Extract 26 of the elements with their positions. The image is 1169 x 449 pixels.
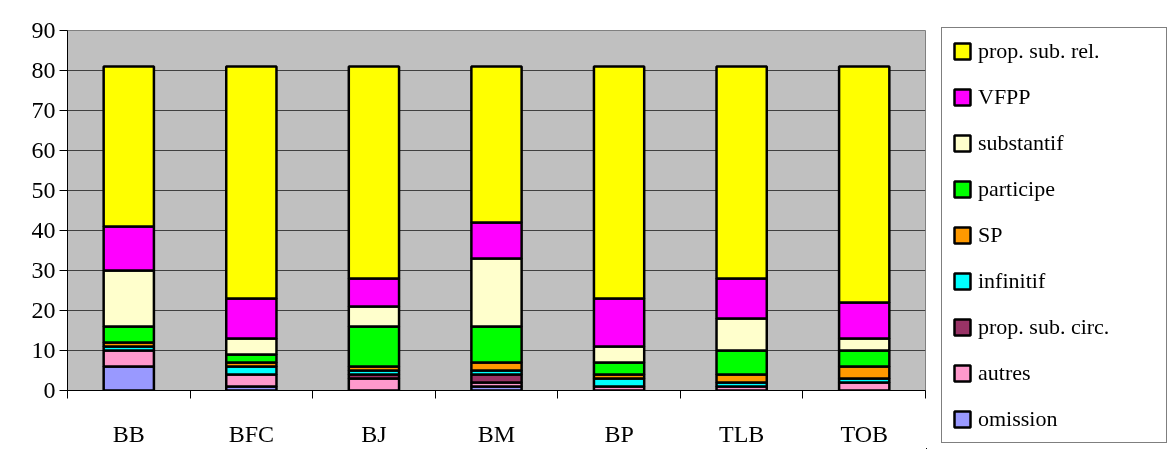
y-tick-label: 70 (31, 97, 56, 123)
y-tick-label: 80 (31, 57, 56, 83)
x-tick-label: BJ (361, 420, 387, 447)
y-tick-label: 90 (31, 17, 56, 43)
x-tick-label: BM (477, 420, 516, 447)
y-tick-label: 40 (31, 217, 56, 243)
legend-label: SP (978, 222, 1004, 248)
legend-label: prop. sub. rel. (978, 38, 1101, 64)
x-tick-label: TOB (840, 420, 889, 447)
y-tick-label: 0 (43, 377, 56, 403)
x-tick-label: BP (604, 420, 634, 447)
legend-label: autres (978, 360, 1032, 386)
y-tick-label: 20 (31, 297, 56, 323)
legend-label: VFPP (978, 84, 1032, 110)
y-tick-label: 10 (31, 337, 56, 363)
y-tick-label: 60 (31, 137, 56, 163)
legend-label: prop. sub. circ. (978, 314, 1111, 340)
y-tick-label: 30 (31, 257, 56, 283)
legend-label: substantif (978, 130, 1065, 156)
x-tick-label: BB (112, 420, 145, 447)
legend-label: participe (978, 176, 1056, 202)
x-tick-label: TLB (718, 420, 765, 447)
legend-label: omission (978, 406, 1059, 432)
x-tick-label: BFC (228, 420, 275, 447)
legend-label: infinitif (978, 268, 1047, 294)
y-tick-label: 50 (31, 177, 56, 203)
